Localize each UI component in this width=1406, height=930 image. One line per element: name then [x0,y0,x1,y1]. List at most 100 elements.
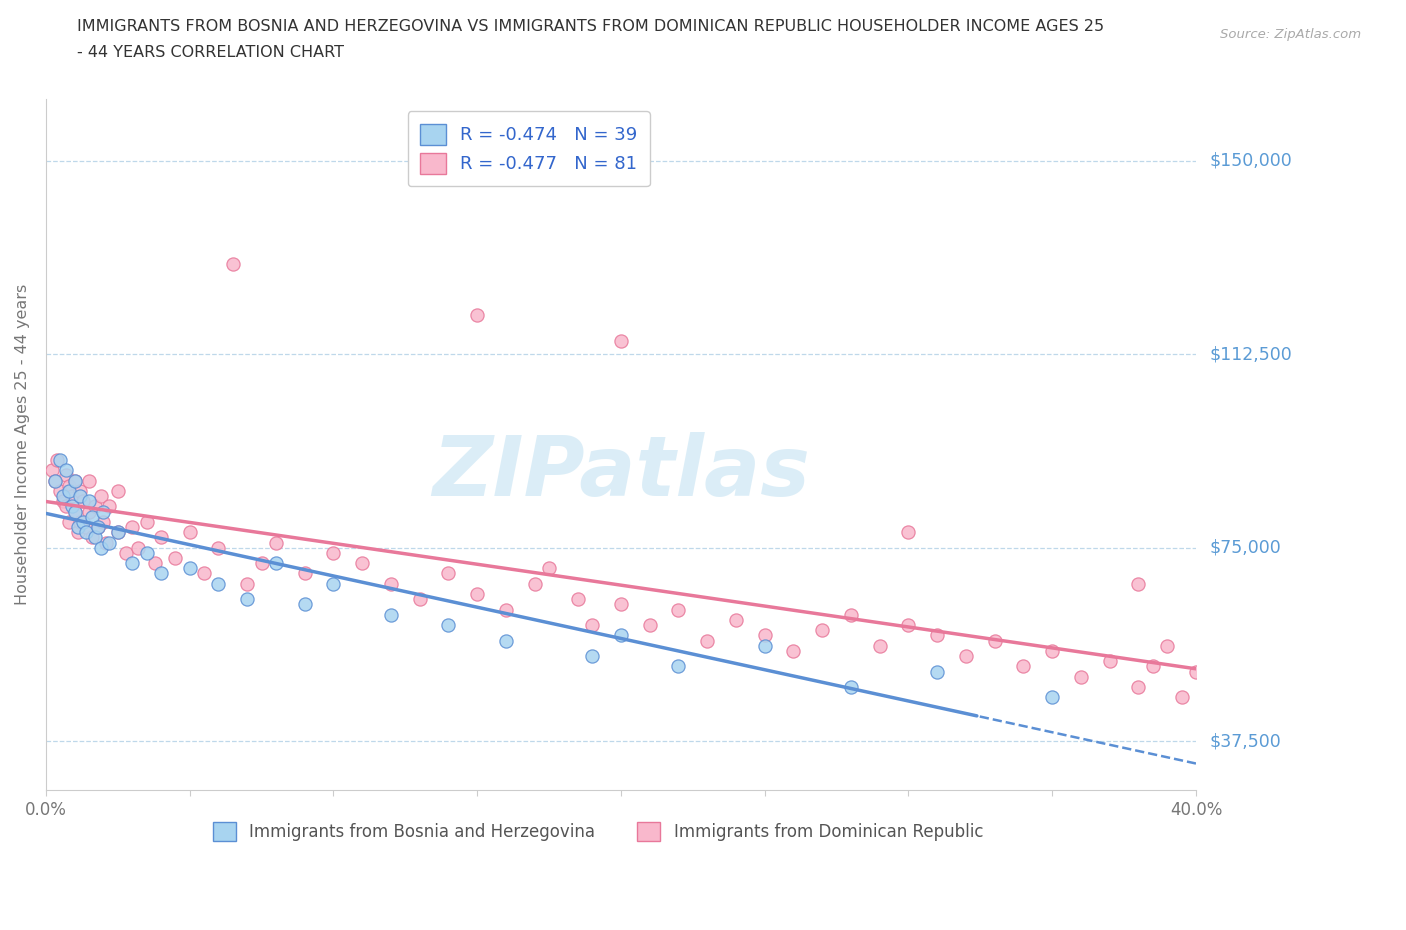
Point [437,566,460,581]
Point [668,602,690,617]
Point [264,556,287,571]
Point [149,530,172,545]
Point [322,577,344,591]
Point [63,473,86,488]
Point [1012,659,1035,674]
Point [55,468,77,483]
Point [897,525,920,539]
Point [1070,670,1092,684]
Point [927,664,949,679]
Point [179,525,201,539]
Point [58,514,80,529]
Point [1170,690,1192,705]
Point [149,566,172,581]
Point [77,494,100,509]
Point [567,591,589,606]
Point [135,545,157,560]
Point [465,587,488,602]
Point [1128,577,1150,591]
Point [236,577,259,591]
Point [250,556,273,571]
Point [98,535,121,550]
Point [322,545,344,560]
Point [724,613,747,628]
Point [610,334,633,349]
Point [465,308,488,323]
Point [41,463,63,478]
Point [179,561,201,576]
Point [83,530,105,545]
Point [98,498,121,513]
Point [83,498,105,513]
Point [264,535,287,550]
Point [1185,664,1208,679]
Text: $37,500: $37,500 [1209,732,1282,751]
Text: IMMIGRANTS FROM BOSNIA AND HERZEGOVINA VS IMMIGRANTS FROM DOMINICAN REPUBLIC HOU: IMMIGRANTS FROM BOSNIA AND HERZEGOVINA V… [77,19,1105,33]
Point [754,638,776,653]
Point [352,556,374,571]
Point [44,473,66,488]
Point [581,648,603,663]
Point [538,561,561,576]
Point [207,577,229,591]
Point [63,504,86,519]
Point [107,525,129,539]
Text: $112,500: $112,500 [1209,345,1292,363]
Point [107,525,129,539]
Point [93,504,115,519]
Point [437,618,460,632]
Point [294,597,316,612]
Point [72,514,94,529]
Point [115,545,138,560]
Point [90,540,112,555]
Point [782,644,804,658]
Y-axis label: Householder Income Ages 25 - 44 years: Householder Income Ages 25 - 44 years [15,284,30,605]
Point [80,530,103,545]
Point [55,498,77,513]
Point [52,494,75,509]
Point [1040,644,1063,658]
Point [127,540,149,555]
Text: $75,000: $75,000 [1209,538,1282,557]
Point [66,520,89,535]
Point [839,680,862,695]
Point [1156,638,1178,653]
Text: - 44 YEARS CORRELATION CHART: - 44 YEARS CORRELATION CHART [77,45,344,60]
Point [754,628,776,643]
Point [380,607,402,622]
Point [380,577,402,591]
Text: $150,000: $150,000 [1209,152,1292,169]
Point [63,473,86,488]
Point [193,566,215,581]
Point [90,488,112,503]
Point [58,484,80,498]
Point [77,504,100,519]
Point [495,602,517,617]
Point [72,494,94,509]
Point [66,525,89,539]
Point [1128,680,1150,695]
Point [121,556,143,571]
Point [75,525,97,539]
Point [165,551,187,565]
Point [69,514,91,529]
Text: ZIPatlas: ZIPatlas [432,432,810,512]
Point [87,520,110,535]
Point [207,540,229,555]
Point [60,488,83,503]
Point [93,514,115,529]
Point [236,591,259,606]
Point [58,478,80,493]
Point [1098,654,1121,669]
Point [495,633,517,648]
Point [75,520,97,535]
Point [222,257,245,272]
Point [523,577,546,591]
Point [409,591,432,606]
Point [49,453,72,468]
Point [811,623,834,638]
Point [927,628,949,643]
Point [897,618,920,632]
Point [294,566,316,581]
Point [44,473,66,488]
